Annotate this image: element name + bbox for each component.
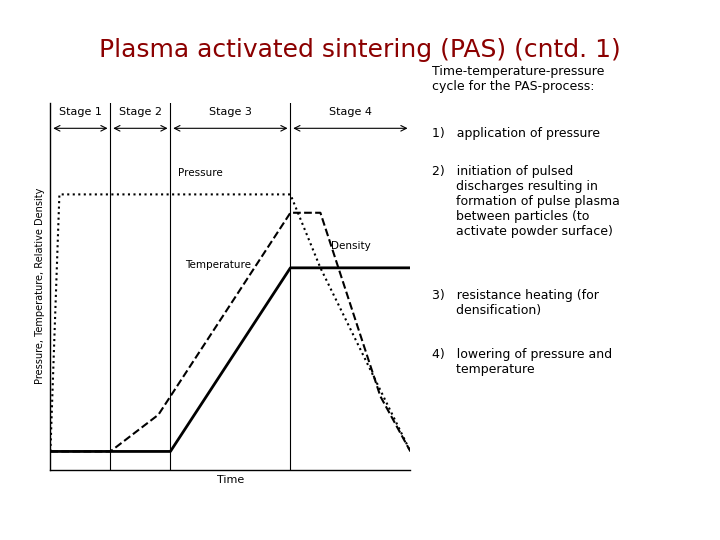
Text: Stage 2: Stage 2: [119, 107, 162, 117]
Text: 3)   resistance heating (for
      densification): 3) resistance heating (for densification…: [432, 289, 599, 317]
Text: Stage 3: Stage 3: [209, 107, 252, 117]
Text: 1)   application of pressure: 1) application of pressure: [432, 127, 600, 140]
Text: 2)   initiation of pulsed
      discharges resulting in
      formation of pulse: 2) initiation of pulsed discharges resul…: [432, 165, 620, 238]
Y-axis label: Pressure, Temperature, Relative Density: Pressure, Temperature, Relative Density: [35, 188, 45, 384]
Text: Stage 1: Stage 1: [59, 107, 102, 117]
Text: Time-temperature-pressure
cycle for the PAS-process:: Time-temperature-pressure cycle for the …: [432, 65, 604, 93]
Text: Temperature: Temperature: [186, 260, 251, 270]
Text: 4)   lowering of pressure and
      temperature: 4) lowering of pressure and temperature: [432, 348, 612, 376]
Text: Pressure: Pressure: [178, 168, 222, 178]
Text: Plasma activated sintering (PAS) (cntd. 1): Plasma activated sintering (PAS) (cntd. …: [99, 38, 621, 62]
Text: Density: Density: [330, 241, 370, 252]
X-axis label: Time: Time: [217, 475, 244, 485]
Text: Stage 4: Stage 4: [329, 107, 372, 117]
